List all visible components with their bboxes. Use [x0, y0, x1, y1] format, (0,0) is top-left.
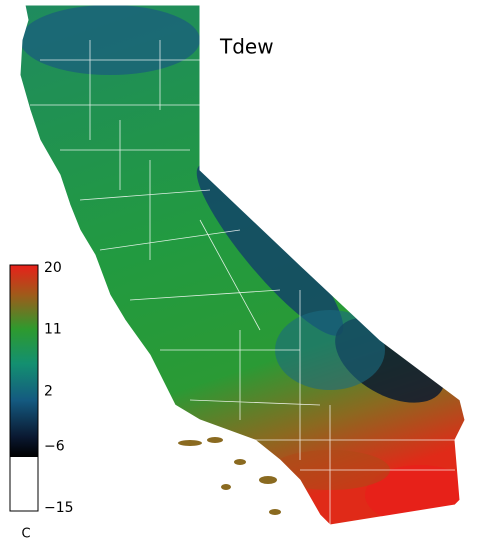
state-border	[19, 4, 466, 526]
colorbar-tick-label: 2	[44, 383, 53, 399]
colorbar-tick-label: −15	[44, 500, 74, 516]
colorbar-tick-label: 11	[44, 322, 62, 338]
colorbar	[9, 264, 39, 512]
colorbar-tick-label: 20	[44, 260, 62, 276]
islands	[178, 437, 281, 515]
colorbar-tick-label: −6	[44, 438, 65, 454]
map-title: Tdew	[219, 35, 274, 59]
colorbar-unit: C	[21, 527, 30, 542]
